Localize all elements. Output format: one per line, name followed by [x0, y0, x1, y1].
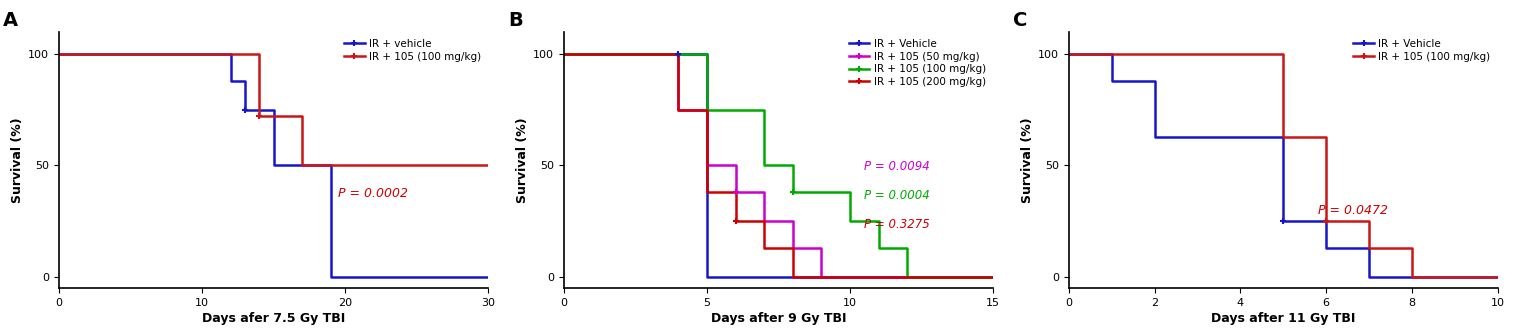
Y-axis label: Survival (%): Survival (%)	[11, 117, 24, 203]
Text: B: B	[508, 11, 523, 30]
Text: A: A	[3, 11, 18, 30]
X-axis label: Days after 9 Gy TBI: Days after 9 Gy TBI	[711, 312, 846, 325]
Y-axis label: Survival (%): Survival (%)	[515, 117, 529, 203]
Text: P = 0.3275: P = 0.3275	[864, 218, 929, 231]
Text: P = 0.0472: P = 0.0472	[1317, 205, 1387, 217]
Text: P = 0.0002: P = 0.0002	[338, 187, 408, 200]
Text: C: C	[1013, 11, 1028, 30]
X-axis label: Days after 11 Gy TBI: Days after 11 Gy TBI	[1211, 312, 1355, 325]
Legend: IR + Vehicle, IR + 105 (100 mg/kg): IR + Vehicle, IR + 105 (100 mg/kg)	[1351, 37, 1493, 64]
X-axis label: Days afer 7.5 Gy TBI: Days afer 7.5 Gy TBI	[202, 312, 346, 325]
Legend: IR + Vehicle, IR + 105 (50 mg/kg), IR + 105 (100 mg/kg), IR + 105 (200 mg/kg): IR + Vehicle, IR + 105 (50 mg/kg), IR + …	[846, 37, 988, 89]
Legend: IR + vehicle, IR + 105 (100 mg/kg): IR + vehicle, IR + 105 (100 mg/kg)	[341, 37, 484, 64]
Text: P = 0.0004: P = 0.0004	[864, 189, 929, 202]
Y-axis label: Survival (%): Survival (%)	[1020, 117, 1034, 203]
Text: P = 0.0094: P = 0.0094	[864, 160, 929, 173]
